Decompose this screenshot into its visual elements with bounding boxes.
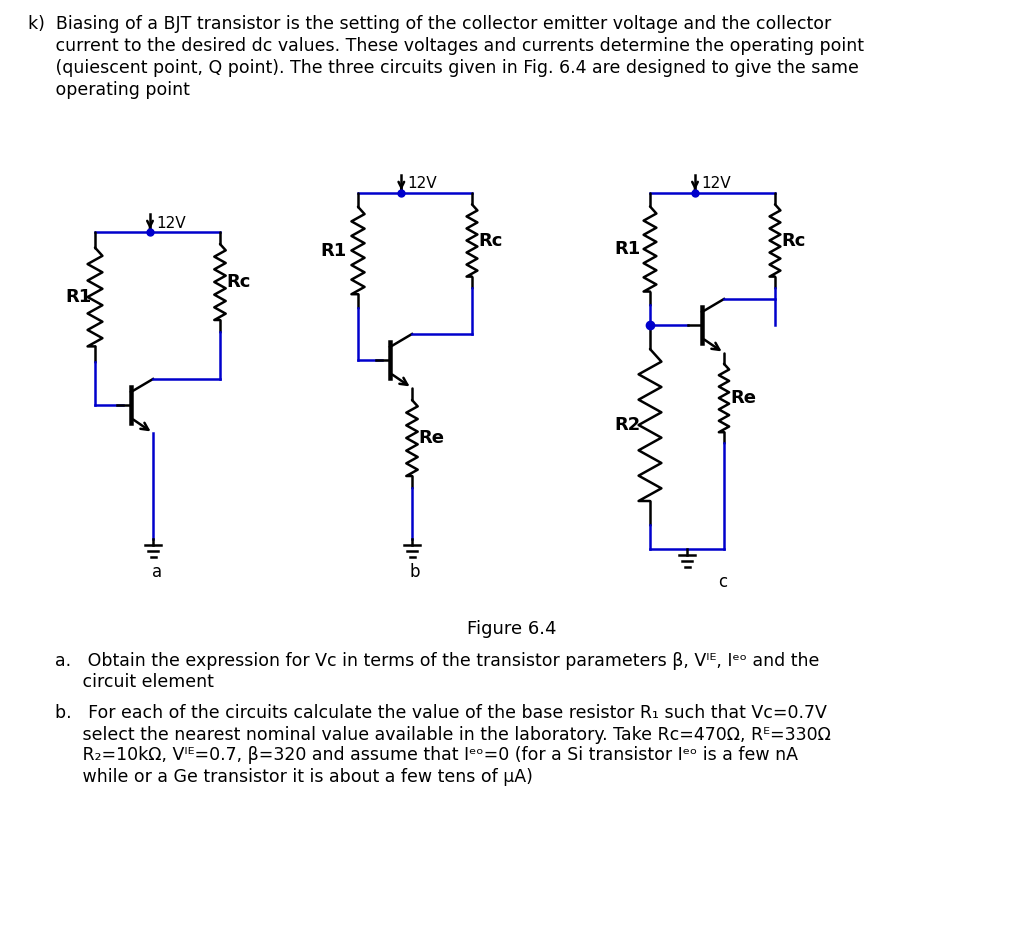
Text: 12V: 12V bbox=[408, 177, 437, 192]
Text: Rc: Rc bbox=[781, 232, 805, 250]
Text: b: b bbox=[410, 563, 420, 581]
Text: k)  Biasing of a BJT transistor is the setting of the collector emitter voltage : k) Biasing of a BJT transistor is the se… bbox=[28, 15, 831, 33]
Text: operating point: operating point bbox=[28, 81, 189, 99]
Text: Rc: Rc bbox=[478, 232, 503, 250]
Text: select the nearest nominal value available in the laboratory. Take Rc=470Ω, Rᴱ=3: select the nearest nominal value availab… bbox=[55, 725, 830, 744]
Text: R1: R1 bbox=[65, 288, 91, 306]
Text: R1: R1 bbox=[614, 240, 640, 258]
Text: c: c bbox=[718, 573, 727, 591]
Text: R2: R2 bbox=[614, 416, 640, 434]
Text: current to the desired dc values. These voltages and currents determine the oper: current to the desired dc values. These … bbox=[28, 37, 864, 55]
Text: Figure 6.4: Figure 6.4 bbox=[467, 620, 557, 638]
Text: 12V: 12V bbox=[701, 177, 731, 192]
Text: Re: Re bbox=[418, 429, 444, 447]
Text: Rc: Rc bbox=[226, 273, 251, 291]
Text: a: a bbox=[153, 563, 163, 581]
Text: (quiescent point, Q point). The three circuits given in Fig. 6.4 are designed to: (quiescent point, Q point). The three ci… bbox=[28, 59, 859, 77]
Text: b.   For each of the circuits calculate the value of the base resistor R₁ such t: b. For each of the circuits calculate th… bbox=[55, 705, 826, 722]
Text: 12V: 12V bbox=[156, 215, 185, 231]
Text: R1: R1 bbox=[319, 241, 346, 260]
Text: a.   Obtain the expression for Vc in terms of the transistor parameters β, Vᴵᴱ, : a. Obtain the expression for Vc in terms… bbox=[55, 652, 819, 670]
Text: Re: Re bbox=[730, 389, 756, 407]
Text: R₂=10kΩ, Vᴵᴱ=0.7, β=320 and assume that Iᵉᵒ=0 (for a Si transistor Iᵉᵒ is a few : R₂=10kΩ, Vᴵᴱ=0.7, β=320 and assume that … bbox=[55, 747, 798, 764]
Text: circuit element: circuit element bbox=[55, 673, 214, 691]
Text: while or a Ge transistor it is about a few tens of μA): while or a Ge transistor it is about a f… bbox=[55, 767, 532, 786]
